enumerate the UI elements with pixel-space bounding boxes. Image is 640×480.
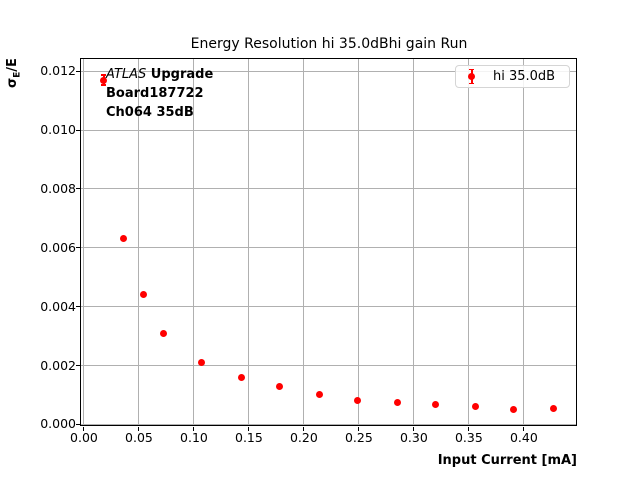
data-point [393, 398, 401, 406]
errorbar-marker-icon [466, 68, 478, 85]
x-axis-label: Input Current [mA] [437, 453, 577, 468]
x-tick-label: 0.20 [289, 430, 318, 445]
y-tick-mark [76, 423, 80, 425]
y-tick-label: 0.006 [40, 239, 76, 255]
legend-box: hi 35.0dB [455, 65, 570, 88]
y-gridline [81, 423, 576, 425]
plot-area [80, 58, 577, 426]
data-point [276, 382, 284, 390]
x-tick-mark [138, 427, 140, 431]
data-point [237, 373, 245, 381]
y-gridline [81, 306, 576, 308]
data-point [139, 291, 147, 299]
y-tick-label: 0.004 [40, 298, 76, 314]
y-gridline [81, 188, 576, 190]
y-gridline [81, 70, 576, 72]
error-bar-cap-top [101, 74, 107, 76]
x-tick-label: 0.35 [454, 430, 483, 445]
y-tick-mark [76, 306, 80, 308]
x-tick-mark [193, 427, 195, 431]
annotation-line-1: ATLAS Upgrade [106, 65, 213, 84]
x-tick-label: 0.00 [70, 430, 98, 445]
x-tick-mark [358, 427, 360, 431]
y-tick-label: 0.000 [40, 416, 76, 432]
x-tick-mark [413, 427, 415, 431]
data-point [510, 405, 518, 413]
data-point [315, 390, 323, 398]
y-axis-label: σE/E [5, 54, 23, 92]
y-tick-mark [76, 70, 80, 72]
x-gridline [358, 59, 360, 425]
data-point [120, 235, 128, 243]
x-gridline [523, 59, 525, 425]
y-tick-label: 0.010 [40, 122, 76, 138]
x-tick-mark [248, 427, 250, 431]
x-gridline [193, 59, 195, 425]
annotation-experiment: ATLAS [106, 67, 147, 82]
data-point [354, 396, 362, 404]
y-tick-label: 0.008 [40, 180, 76, 196]
legend-entry-label: hi 35.0dB [493, 69, 556, 84]
x-tick-mark [303, 427, 305, 431]
annotation-line-2: Board187722 [106, 86, 204, 101]
y-gridline [81, 129, 576, 131]
chart-title: Energy Resolution hi 35.0dBhi gain Run [190, 36, 468, 52]
x-tick-mark [83, 427, 85, 431]
x-tick-label: 0.15 [235, 430, 263, 445]
y-tick-mark [76, 129, 80, 131]
data-point [159, 329, 167, 337]
x-gridline [303, 59, 305, 425]
atlas-annotation: ATLAS Upgrade Board187722 Ch064 35dB [106, 65, 213, 122]
ylabel-subscript: E [12, 71, 23, 78]
x-gridline [83, 59, 85, 425]
error-bar-cap-bottom [101, 84, 107, 86]
x-gridline [248, 59, 250, 425]
ylabel-rest: /E [5, 58, 20, 72]
x-tick-label: 0.30 [399, 430, 428, 445]
annotation-upgrade: Upgrade [146, 67, 214, 82]
data-point [100, 76, 108, 84]
y-gridline [81, 247, 576, 249]
data-point [198, 359, 206, 367]
y-tick-label: 0.012 [40, 63, 76, 79]
x-tick-label: 0.40 [509, 430, 538, 445]
y-tick-mark [76, 365, 80, 367]
x-tick-mark [523, 427, 525, 431]
data-point [471, 403, 479, 411]
x-tick-label: 0.10 [180, 430, 208, 445]
y-tick-mark [76, 188, 80, 190]
y-tick-mark [76, 247, 80, 249]
data-point [550, 405, 558, 413]
ylabel-sigma: σ [5, 77, 20, 88]
x-tick-label: 0.25 [344, 430, 373, 445]
x-tick-mark [468, 427, 470, 431]
x-gridline [138, 59, 140, 425]
x-gridline [468, 59, 470, 425]
y-gridline [81, 365, 576, 367]
y-tick-label: 0.002 [40, 357, 76, 373]
x-gridline [413, 59, 415, 425]
x-tick-label: 0.05 [125, 430, 153, 445]
data-point [432, 400, 440, 408]
annotation-line-3: Ch064 35dB [106, 105, 194, 120]
